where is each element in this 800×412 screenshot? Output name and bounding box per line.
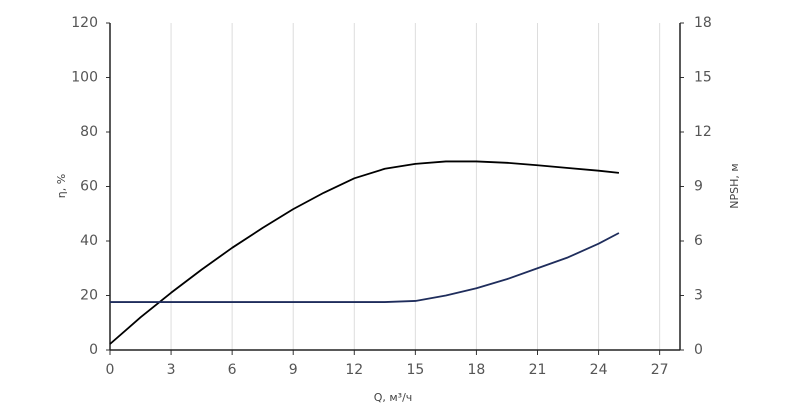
series-line	[109, 160, 620, 345]
y2-tick-label: 12	[694, 124, 712, 140]
y-tick-label: 0	[89, 342, 98, 358]
y-tick-label: 80	[80, 124, 98, 140]
x-tick-label: 18	[468, 362, 486, 378]
x-tick-label: 15	[406, 362, 424, 378]
x-axis-title: Q, м³/ч	[374, 391, 413, 404]
y-tick-label: 40	[80, 233, 98, 249]
y2-axis-title: NPSH, м	[728, 163, 741, 208]
series-line	[110, 232, 620, 303]
x-tick-label: 3	[167, 362, 176, 378]
y-tick-label: 20	[80, 288, 98, 304]
x-tick-label: 21	[529, 362, 547, 378]
x-tick-label: 24	[590, 362, 608, 378]
y2-tick-label: 6	[694, 233, 703, 249]
y2-tick-label: 0	[694, 342, 703, 358]
y-tick-label: 60	[80, 179, 98, 195]
y2-tick-label: 18	[694, 15, 712, 31]
y2-tick-label: 15	[694, 70, 712, 86]
x-tick-label: 9	[289, 362, 298, 378]
y-tick-label: 120	[71, 15, 98, 31]
x-tick-label: 0	[106, 362, 115, 378]
y2-tick-label: 3	[694, 288, 703, 304]
x-tick-label: 27	[651, 362, 669, 378]
x-tick-label: 6	[228, 362, 237, 378]
y2-tick-label: 9	[694, 179, 703, 195]
y-tick-label: 100	[71, 70, 98, 86]
y-axis-title: η, %	[55, 174, 68, 198]
x-tick-label: 12	[345, 362, 363, 378]
